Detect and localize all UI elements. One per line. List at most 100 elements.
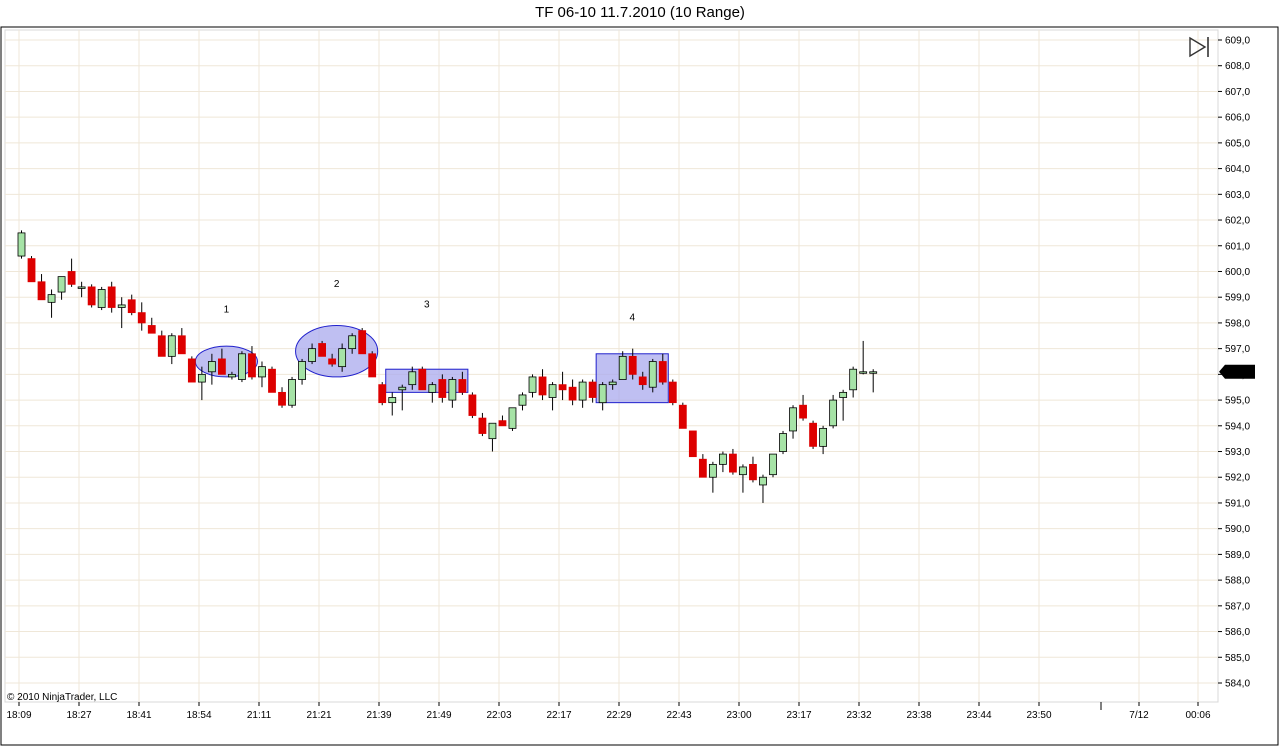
candle bbox=[67, 258, 76, 287]
candle-body bbox=[67, 271, 76, 285]
x-tick-label: 22:29 bbox=[606, 710, 631, 721]
candle bbox=[839, 389, 848, 421]
price-tag-label: 596,1 bbox=[1227, 367, 1252, 378]
candle bbox=[388, 392, 397, 416]
candle bbox=[869, 369, 878, 393]
candle-body bbox=[759, 476, 767, 486]
y-tick-label: 603,0 bbox=[1225, 190, 1250, 201]
x-tick-label: 23:17 bbox=[786, 710, 811, 721]
y-tick-label: 608,0 bbox=[1225, 61, 1250, 72]
candle bbox=[829, 394, 838, 429]
candle-body bbox=[628, 355, 637, 375]
candle bbox=[358, 328, 367, 355]
candle-body bbox=[398, 386, 407, 391]
candle-body bbox=[17, 232, 26, 257]
annotation-label: 3 bbox=[424, 299, 430, 310]
x-tick-label: 18:54 bbox=[186, 710, 211, 721]
x-tick-label: 23:38 bbox=[906, 710, 931, 721]
y-tick-label: 587,0 bbox=[1225, 601, 1250, 612]
candle bbox=[448, 376, 457, 408]
candle-body bbox=[288, 379, 296, 406]
candle bbox=[598, 382, 607, 411]
candle-body bbox=[548, 384, 557, 398]
candle bbox=[698, 454, 707, 478]
candle bbox=[378, 382, 387, 406]
candle bbox=[438, 374, 447, 403]
y-tick-label: 594,0 bbox=[1225, 421, 1250, 432]
candle bbox=[137, 302, 146, 331]
candle-body bbox=[217, 358, 226, 375]
y-tick-label: 606,0 bbox=[1225, 113, 1250, 124]
candle-body bbox=[348, 335, 357, 350]
candle bbox=[759, 474, 767, 503]
candle bbox=[428, 382, 437, 403]
candle bbox=[468, 392, 477, 419]
candle bbox=[789, 405, 797, 439]
last-price-tag: 596,1 bbox=[1219, 364, 1255, 379]
candle-body bbox=[578, 381, 587, 401]
candle bbox=[77, 281, 86, 298]
candle-body bbox=[829, 399, 838, 427]
candle bbox=[548, 382, 557, 411]
x-tick-label: 18:09 bbox=[6, 710, 31, 721]
candle-body bbox=[799, 404, 807, 419]
candle-body bbox=[749, 463, 757, 481]
play-to-end-icon[interactable] bbox=[1189, 36, 1209, 58]
candle-body bbox=[638, 376, 647, 386]
candle-body bbox=[157, 335, 166, 357]
candle bbox=[528, 374, 537, 398]
candle bbox=[648, 358, 657, 393]
candle bbox=[719, 451, 727, 473]
candle bbox=[238, 351, 246, 383]
y-tick-label: 597,0 bbox=[1225, 344, 1250, 355]
candle bbox=[478, 412, 487, 437]
annotation-ellipse bbox=[295, 324, 379, 378]
candle-body bbox=[147, 325, 156, 334]
candle bbox=[628, 348, 637, 380]
candle-body bbox=[107, 286, 116, 308]
candle-body bbox=[418, 368, 427, 391]
price-tag-bg bbox=[1219, 364, 1255, 379]
candle bbox=[498, 415, 507, 427]
candle-body bbox=[598, 384, 607, 404]
candle bbox=[97, 286, 106, 311]
y-tick-label: 602,0 bbox=[1225, 216, 1250, 227]
candle-body bbox=[869, 371, 878, 374]
candle-body bbox=[688, 430, 697, 458]
candle-body bbox=[668, 381, 677, 404]
candle-body bbox=[839, 391, 848, 398]
candle-body bbox=[448, 379, 457, 401]
y-tick-label: 588,0 bbox=[1225, 576, 1250, 587]
candle-body bbox=[458, 379, 467, 393]
candle-body bbox=[408, 371, 417, 386]
candle bbox=[799, 394, 807, 421]
candle-body bbox=[729, 453, 737, 473]
candle bbox=[117, 297, 126, 329]
candle-body bbox=[558, 384, 567, 391]
candle-body bbox=[478, 417, 487, 434]
y-tick-label: 590,0 bbox=[1225, 524, 1250, 535]
candle bbox=[197, 366, 206, 401]
candle-body bbox=[488, 422, 497, 440]
x-tick-label: 18:27 bbox=[66, 710, 91, 721]
candle-body bbox=[809, 422, 817, 447]
candle bbox=[729, 448, 737, 475]
y-tick-label: 585,0 bbox=[1225, 653, 1250, 664]
candle-body bbox=[278, 391, 286, 406]
x-tick-label: 22:03 bbox=[486, 710, 511, 721]
candle bbox=[819, 425, 827, 455]
x-tick-label: 21:39 bbox=[366, 710, 391, 721]
x-tick-label: 7/12 bbox=[1129, 710, 1149, 721]
y-tick-label: 593,0 bbox=[1225, 447, 1250, 458]
candle-body bbox=[769, 453, 777, 476]
candle bbox=[608, 379, 617, 390]
candle bbox=[167, 333, 176, 365]
candle bbox=[859, 340, 868, 375]
candle-body bbox=[228, 373, 236, 378]
x-tick-label: 23:44 bbox=[966, 710, 991, 721]
candle bbox=[37, 274, 46, 301]
candle bbox=[618, 351, 627, 380]
y-tick-label: 601,0 bbox=[1225, 241, 1250, 252]
candle bbox=[418, 366, 427, 391]
